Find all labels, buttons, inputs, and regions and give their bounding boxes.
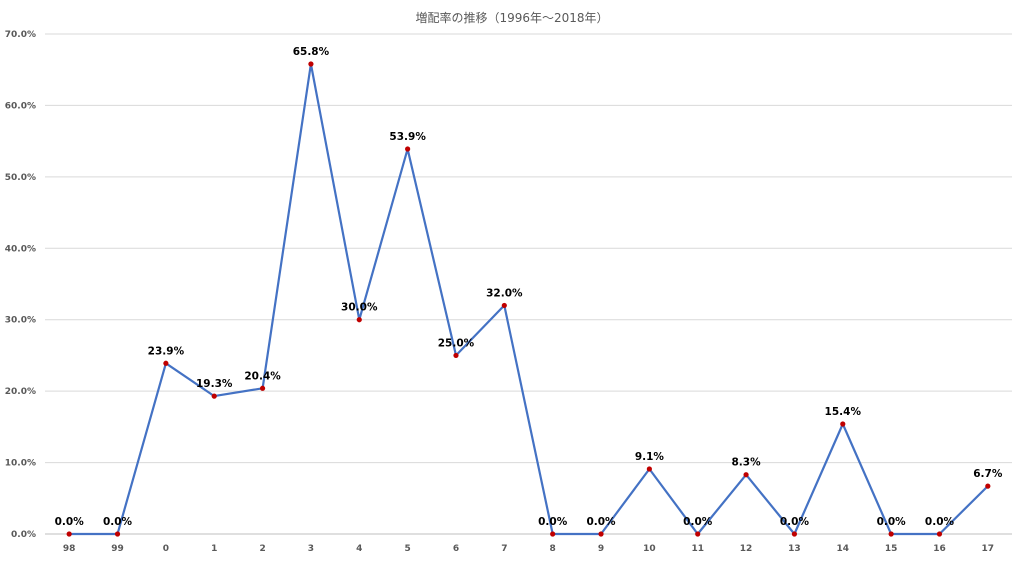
y-tick-label: 30.0% [5, 316, 36, 326]
data-point [405, 146, 411, 152]
x-tick-label: 8 [550, 544, 556, 554]
y-tick-label: 70.0% [5, 30, 36, 40]
data-label: 6.7% [973, 468, 1003, 480]
x-tick-label: 10 [643, 544, 656, 554]
data-label: 30.0% [341, 302, 378, 314]
data-label: 0.0% [55, 516, 85, 528]
data-point [550, 531, 556, 537]
data-label: 0.0% [538, 516, 568, 528]
y-tick-label: 10.0% [5, 459, 36, 469]
data-point [936, 531, 943, 537]
data-labels-layer: 0.0% 0.0% 23.9% 19.3% 20.4% 65.8% 30.0% 53.9% 25… [55, 46, 1003, 528]
x-tick-label: 2 [259, 544, 265, 554]
x-tick-label: 11 [691, 544, 704, 554]
data-point [646, 466, 652, 472]
data-point [985, 483, 991, 489]
x-tick-label: 14 [837, 544, 850, 554]
x-tick-label: 7 [501, 544, 507, 554]
data-label: 0.0% [586, 516, 616, 528]
data-point [695, 531, 701, 537]
data-label: 65.8% [293, 46, 330, 58]
data-point [163, 360, 169, 366]
x-tick-label: 1 [211, 544, 217, 554]
x-tick-label: 15 [885, 544, 898, 554]
y-tick-label: 40.0% [5, 244, 36, 254]
data-label: 25.0% [438, 337, 475, 349]
data-point [356, 317, 362, 323]
data-label: 9.1% [635, 451, 665, 463]
data-point [840, 421, 846, 427]
y-tick-label: 50.0% [5, 173, 36, 183]
data-label: 19.3% [196, 378, 233, 390]
data-point [791, 531, 798, 537]
y-tick-label: 20.0% [5, 387, 36, 397]
data-point [308, 61, 314, 67]
x-tick-label: 6 [453, 544, 459, 554]
data-point [66, 531, 72, 537]
x-tick-label: 16 [933, 544, 946, 554]
data-point [743, 472, 749, 478]
gridlines [45, 33, 1012, 464]
x-tick-label: 99 [111, 544, 124, 554]
x-tick-label: 3 [308, 544, 314, 554]
data-label: 0.0% [683, 516, 713, 528]
data-label: 0.0% [780, 516, 810, 528]
x-tick-label: 5 [404, 544, 410, 554]
data-point [501, 302, 507, 309]
data-point [259, 385, 266, 391]
data-label: 20.4% [244, 370, 281, 382]
x-tick-label: 4 [356, 544, 362, 554]
data-label: 23.9% [148, 345, 185, 357]
data-label: 0.0% [877, 516, 907, 528]
series-line [69, 62, 989, 536]
x-tick-label: 9 [598, 544, 604, 554]
x-tick-label: 17 [982, 544, 995, 554]
axes: 0.0%10.0%20.0%30.0%40.0%50.0%60.0%70.0%9… [5, 30, 1012, 554]
y-tick-label: 60.0% [5, 101, 36, 111]
x-tick-label: 0 [163, 544, 169, 554]
markers-layer [66, 61, 991, 537]
data-label: 8.3% [732, 457, 762, 469]
chart-title: 増配率の推移（1996年～2018年） [415, 10, 608, 25]
data-point [598, 531, 604, 537]
data-point [114, 531, 121, 537]
x-tick-label: 13 [788, 544, 801, 554]
data-label: 32.0% [486, 287, 523, 299]
data-point [888, 531, 894, 537]
y-tick-label: 0.0% [11, 530, 36, 540]
data-label: 53.9% [389, 131, 426, 143]
data-label: 15.4% [825, 406, 862, 418]
x-tick-label: 12 [740, 544, 753, 554]
data-point [211, 393, 217, 399]
series-layer [69, 62, 989, 536]
data-label: 0.0% [925, 516, 955, 528]
x-tick-label: 98 [63, 544, 76, 554]
data-label: 0.0% [103, 516, 133, 528]
data-point [453, 352, 459, 359]
